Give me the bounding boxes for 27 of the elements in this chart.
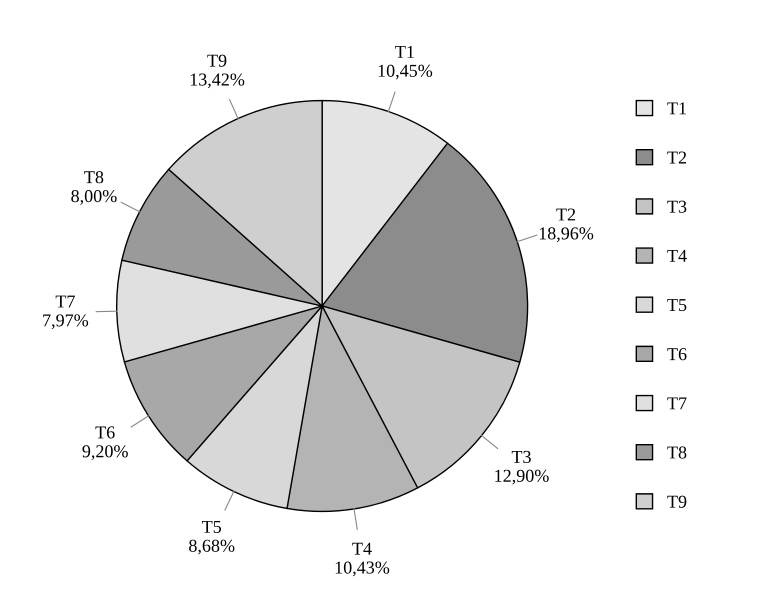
- data-label: 12,90%: [495, 470, 549, 484]
- legend-label: T9: [667, 496, 686, 508]
- legend-label: T2: [667, 151, 686, 164]
- legend-label: T3: [667, 200, 686, 213]
- slice-label: T6: [95, 426, 115, 439]
- data-label: 7,97%: [43, 314, 88, 330]
- data-label: 10,43%: [336, 561, 390, 576]
- legend-label: T8: [667, 446, 686, 459]
- data-label: 8,68%: [189, 540, 234, 554]
- legend-label: T5: [667, 299, 686, 312]
- legend-label: T7: [667, 397, 687, 410]
- slice-label: T5: [202, 520, 222, 533]
- legend-label: T1: [667, 102, 686, 114]
- slice-label: T1: [395, 46, 414, 58]
- legend-label: T6: [667, 348, 687, 360]
- data-label: 13,42%: [190, 73, 244, 88]
- slice-label: T7: [56, 296, 75, 308]
- legend-label: T4: [667, 250, 687, 262]
- slice-label: T3: [512, 450, 531, 463]
- data-label: 9,20%: [82, 445, 128, 460]
- slice-label: T4: [352, 542, 372, 555]
- slice-label: T8: [84, 171, 104, 184]
- slice-label: T2: [556, 208, 576, 220]
- slice-label: T9: [207, 54, 226, 67]
- data-label: 18,96%: [540, 227, 594, 242]
- data-label: 10,45%: [378, 64, 432, 80]
- data-label: 8,00%: [71, 190, 117, 205]
